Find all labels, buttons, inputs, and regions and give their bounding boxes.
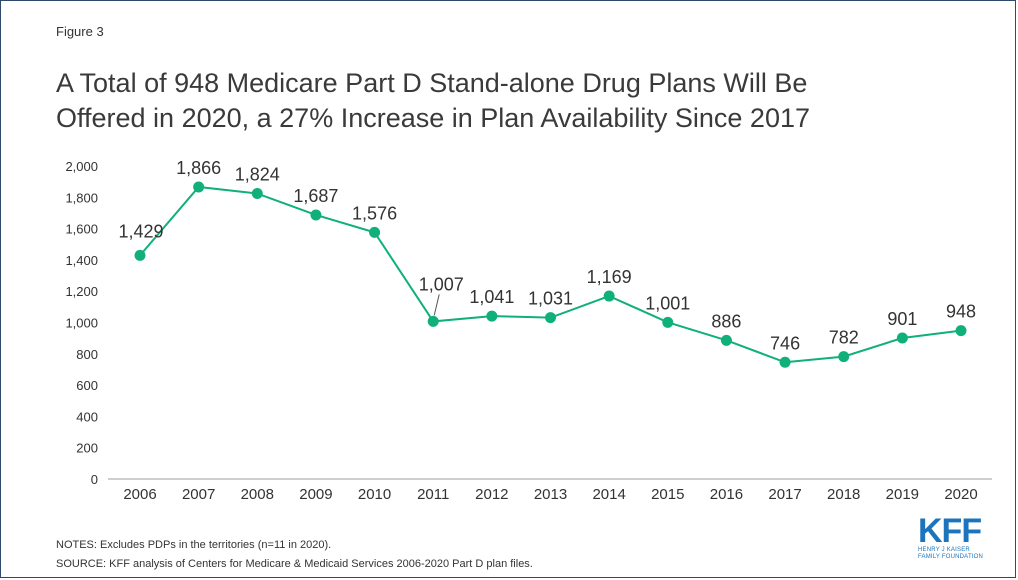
y-tick-label: 1,200 (65, 284, 98, 299)
chart-title-line-1: A Total of 948 Medicare Part D Stand-alo… (56, 68, 808, 98)
data-point (193, 181, 205, 193)
data-point (251, 188, 263, 200)
x-tick-label: 2006 (123, 486, 156, 503)
data-label: 1,824 (235, 165, 280, 185)
data-point (310, 209, 322, 221)
x-tick-label: 2009 (299, 486, 332, 503)
x-tick-label: 2011 (417, 486, 449, 503)
data-point (779, 356, 791, 368)
y-tick-label: 600 (76, 378, 98, 393)
x-tick-label: 2012 (475, 486, 508, 503)
data-label: 1,007 (419, 274, 464, 294)
data-point (545, 312, 556, 324)
data-label: 1,429 (118, 221, 163, 241)
data-point (427, 315, 439, 327)
data-label: 948 (946, 302, 976, 322)
data-label: 1,041 (469, 287, 514, 307)
data-point (955, 325, 967, 337)
x-tick-label: 2019 (886, 486, 919, 503)
y-tick-label: 400 (76, 409, 98, 424)
data-point (720, 334, 732, 346)
x-axis: 2006 2007 2008 2009 2010 2011 2012 2013 2014 2015… (108, 478, 992, 503)
x-tick-label: 2008 (241, 486, 274, 503)
data-point (838, 351, 850, 363)
data-label: 1,687 (293, 186, 338, 206)
data-point (662, 316, 674, 328)
x-tick-label: 2007 (182, 486, 215, 503)
data-label: 1,866 (176, 158, 221, 178)
notes-text: NOTES: Excludes PDPs in the territories … (56, 539, 332, 551)
data-label: 1,169 (587, 267, 632, 287)
data-point (134, 249, 146, 261)
x-tick-label: 2020 (944, 486, 977, 503)
data-point (896, 332, 908, 344)
y-tick-label: 800 (76, 347, 98, 362)
kff-logo-mark: KFF (918, 512, 982, 550)
kff-logo: KFF HENRY J KAISER FAMILY FOUNDATION (918, 512, 998, 575)
chart-title-line-2: Offered in 2020, a 27% Increase in Plan … (56, 103, 810, 133)
data-label: 782 (829, 328, 859, 348)
x-tick-label: 2015 (651, 486, 684, 503)
y-tick-label: 1,400 (65, 253, 98, 268)
data-label: 886 (711, 311, 741, 331)
y-tick-label: 2,000 (65, 159, 98, 174)
data-label: 901 (887, 309, 917, 329)
y-tick-label: 0 (91, 472, 98, 487)
x-tick-label: 2018 (827, 486, 860, 503)
data-label: 746 (770, 333, 800, 353)
y-tick-label: 1,800 (65, 190, 98, 205)
x-tick-label: 2016 (710, 486, 743, 503)
chart-title: A Total of 948 Medicare Part D Stand-alo… (56, 66, 956, 136)
x-tick-label: 2014 (592, 486, 625, 503)
x-tick-label: 2010 (358, 486, 391, 503)
kff-logo-line-1: HENRY J KAISER (918, 547, 970, 553)
x-tick-label: 2017 (768, 486, 801, 503)
series-plans (134, 181, 967, 368)
figure-label: Figure 3 (56, 24, 104, 39)
data-point (486, 310, 498, 322)
y-tick-label: 1,600 (65, 222, 98, 237)
source-text: SOURCE: KFF analysis of Centers for Medi… (56, 558, 533, 570)
y-tick-label: 1,000 (65, 316, 98, 331)
data-point (603, 290, 615, 302)
data-label: 1,001 (645, 293, 690, 313)
data-point (369, 226, 381, 238)
y-axis: 0 200 400 600 800 1,000 1,200 1,400 1,600 1,800 2,… (65, 159, 98, 487)
data-label: 1,576 (352, 203, 397, 223)
x-tick-label: 2013 (534, 486, 567, 503)
data-label: 1,031 (528, 289, 573, 309)
y-tick-label: 200 (76, 441, 98, 456)
kff-logo-line-2: FAMILY FOUNDATION (918, 554, 984, 560)
label-leader-line (433, 294, 440, 316)
